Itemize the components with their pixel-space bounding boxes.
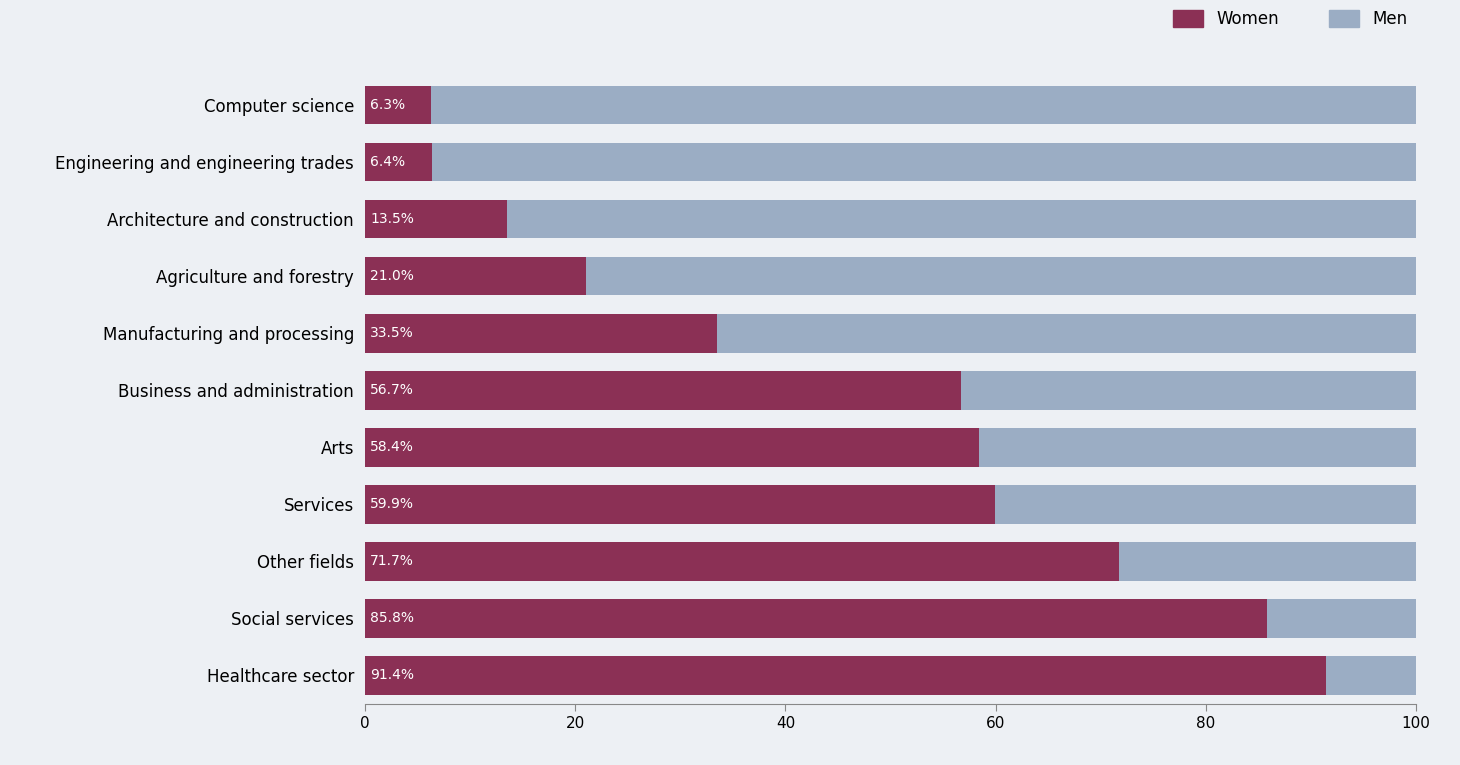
Bar: [365, 599, 1416, 638]
Bar: [365, 371, 961, 409]
Bar: [365, 656, 1326, 695]
Bar: [365, 485, 1416, 523]
Text: 13.5%: 13.5%: [371, 212, 415, 226]
Bar: [365, 542, 1416, 581]
Text: 33.5%: 33.5%: [371, 326, 415, 340]
Text: 56.7%: 56.7%: [371, 383, 415, 397]
Bar: [365, 485, 994, 523]
Legend: Women, Men: Women, Men: [1174, 9, 1407, 28]
Bar: [365, 314, 1416, 353]
Bar: [365, 428, 978, 467]
Bar: [365, 142, 432, 181]
Bar: [365, 656, 1416, 695]
Bar: [365, 200, 507, 239]
Bar: [365, 86, 431, 125]
Text: 59.9%: 59.9%: [371, 497, 415, 511]
Bar: [365, 371, 1416, 409]
Bar: [365, 257, 585, 295]
Bar: [365, 599, 1267, 638]
Text: 71.7%: 71.7%: [371, 554, 415, 568]
Text: 58.4%: 58.4%: [371, 440, 415, 454]
Bar: [365, 314, 717, 353]
Text: 6.4%: 6.4%: [371, 155, 406, 169]
Text: 21.0%: 21.0%: [371, 269, 415, 283]
Text: 6.3%: 6.3%: [371, 98, 406, 112]
Bar: [365, 257, 1416, 295]
Bar: [365, 142, 1416, 181]
Bar: [365, 200, 1416, 239]
Text: 85.8%: 85.8%: [371, 611, 415, 625]
Bar: [365, 542, 1118, 581]
Text: 91.4%: 91.4%: [371, 669, 415, 682]
Bar: [365, 428, 1416, 467]
Bar: [365, 86, 1416, 125]
